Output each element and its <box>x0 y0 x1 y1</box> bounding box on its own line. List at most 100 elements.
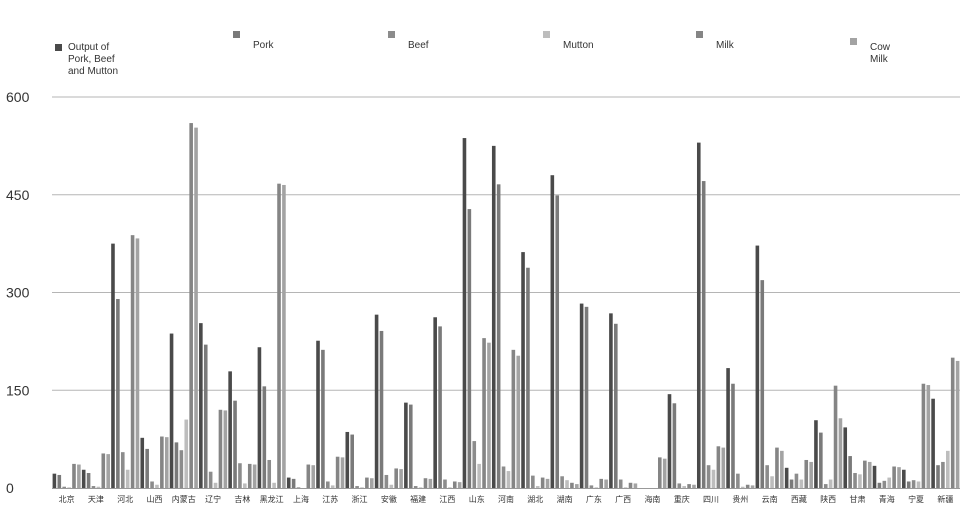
bar <box>946 450 950 488</box>
legend-label: Pork <box>253 40 275 51</box>
x-tick-label: 河北 <box>117 494 133 504</box>
bar <box>804 459 809 488</box>
bar <box>252 464 257 488</box>
bar <box>902 469 906 488</box>
bar <box>404 402 408 488</box>
bar <box>765 465 769 488</box>
bar <box>740 486 745 488</box>
legend-item: Mutton <box>543 31 594 51</box>
legend-marker <box>55 44 62 51</box>
bar <box>721 447 726 488</box>
bar <box>604 479 608 488</box>
bar <box>584 306 589 488</box>
bar <box>794 473 799 488</box>
y-axis: 0 150 300 450 600 <box>6 89 30 496</box>
bar <box>213 482 218 488</box>
bar <box>296 487 301 488</box>
y-tick-label: 300 <box>6 285 30 301</box>
bar <box>208 471 213 488</box>
bar <box>101 453 106 488</box>
bar <box>565 480 569 488</box>
bar <box>682 486 686 488</box>
bar <box>169 333 174 488</box>
bar <box>775 447 779 488</box>
y-tick-label: 600 <box>6 89 30 105</box>
bar <box>179 450 184 488</box>
bar <box>340 457 345 488</box>
legend-label: Milk <box>870 54 889 65</box>
bar <box>145 448 149 488</box>
bar <box>911 480 916 488</box>
bar <box>628 482 633 488</box>
bar <box>243 483 247 488</box>
bar <box>667 394 672 488</box>
bar <box>526 267 530 488</box>
bar <box>550 175 555 488</box>
gridlines <box>52 96 960 391</box>
bar-group-4 <box>169 123 198 489</box>
bar <box>477 463 481 488</box>
bar <box>218 409 223 488</box>
bar <box>423 478 428 488</box>
bar-group-9 <box>316 340 345 488</box>
bar <box>823 484 828 488</box>
bar <box>521 252 525 488</box>
bar <box>67 487 71 488</box>
x-tick-label: 上海 <box>293 494 309 504</box>
bar-group-7 <box>257 183 286 488</box>
bar-group-27 <box>843 427 872 488</box>
bar <box>125 469 130 488</box>
bar <box>814 420 818 488</box>
bar <box>799 479 804 488</box>
bar <box>570 482 574 488</box>
bar <box>633 483 638 488</box>
bar <box>62 486 66 488</box>
bar <box>706 465 711 488</box>
bar <box>662 458 667 488</box>
bar <box>189 123 193 489</box>
legend-item: Milk <box>696 31 735 51</box>
bar <box>389 484 394 488</box>
bar-group-26 <box>814 385 843 488</box>
bar <box>941 461 945 488</box>
bar <box>184 419 189 488</box>
bar <box>716 446 721 488</box>
bar <box>413 486 418 488</box>
bar <box>545 478 550 488</box>
bar <box>614 323 618 488</box>
bar <box>594 487 599 488</box>
legend-label: Pork, Beef <box>68 54 115 65</box>
x-tick-label: 云南 <box>762 494 778 504</box>
x-tick-label: 湖北 <box>527 495 543 504</box>
bar <box>877 482 882 488</box>
bar <box>291 478 296 488</box>
bar <box>692 484 696 488</box>
bar <box>408 404 413 488</box>
bar <box>379 330 384 488</box>
legend-item: Pork <box>233 31 275 51</box>
bar <box>272 482 276 488</box>
bar <box>135 238 140 488</box>
legend-label: Output of <box>68 42 109 53</box>
bar <box>701 181 706 488</box>
bar-group-8 <box>286 464 316 488</box>
x-tick-label: 浙江 <box>352 494 368 504</box>
bar <box>267 459 272 488</box>
bar-group-17 <box>550 175 579 488</box>
bar <box>448 487 452 488</box>
bar <box>760 280 765 488</box>
bar <box>350 434 354 488</box>
bar <box>589 485 594 488</box>
bar <box>257 347 262 488</box>
bar <box>789 479 794 488</box>
bar <box>780 450 784 488</box>
bar <box>282 184 286 488</box>
bar <box>321 349 325 488</box>
bar-group-28 <box>872 465 901 488</box>
bar <box>369 478 374 488</box>
bar <box>345 431 350 488</box>
bar-group-20 <box>658 457 667 488</box>
bar <box>238 463 242 488</box>
x-tick-label: 广东 <box>586 494 602 504</box>
